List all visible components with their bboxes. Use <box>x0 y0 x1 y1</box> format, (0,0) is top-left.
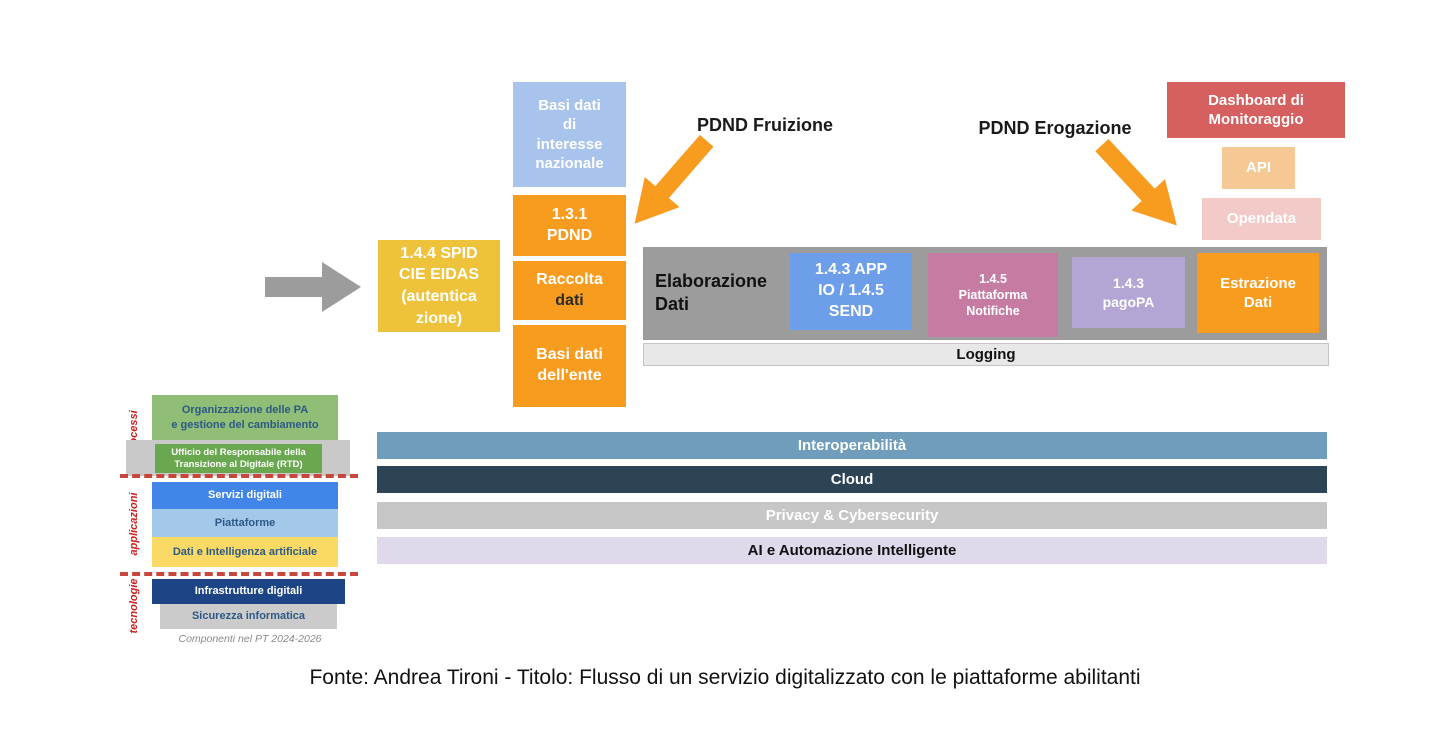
sidebar-item-piattaforme: Piattaforme <box>152 509 338 537</box>
sidebar-caption-componenti: Componenti nel PT 2024-2026 <box>178 633 322 645</box>
flow-entry-arrow-icon <box>265 262 361 312</box>
layer-cloud: Cloud <box>377 466 1327 493</box>
sidebar-group-label-tecnologie: tecnologie <box>128 578 140 634</box>
sidebar-item-dati-intelligenza-artificiale: Dati e Intelligenza artificiale <box>152 537 338 567</box>
box-raccolta-dati: Raccolta dati <box>513 261 626 320</box>
sidebar-item-organizzazione-pa: Organizzazione delle PA e gestione del c… <box>152 395 338 440</box>
sidebar-divider-1 <box>120 474 358 478</box>
box-dashboard-monitoraggio: Dashboard di Monitoraggio <box>1167 82 1345 138</box>
label-pdnd-erogazione: PDND Erogazione <box>978 118 1132 138</box>
label-elaborazione-dati: Elaborazione Dati <box>655 271 768 314</box>
sidebar-item-servizi-digitali: Servizi digitali <box>152 482 338 509</box>
sidebar-item-infrastrutture-digitali: Infrastrutture digitali <box>152 579 345 604</box>
box-app-io-send: 1.4.3 APP IO / 1.4.5 SEND <box>790 253 912 330</box>
raccolta-dati-line2: dati <box>555 291 584 309</box>
pdnd-fruizione-arrow-icon <box>616 126 724 241</box>
layer-interoperabilita: Interoperabilità <box>377 432 1327 459</box>
bar-logging: Logging <box>643 343 1329 366</box>
label-pdnd-fruizione: PDND Fruizione <box>696 115 833 135</box>
sidebar-item-ufficio-rtd: Ufficio del Responsabile della Transizio… <box>155 444 322 473</box>
source-caption: Fonte: Andrea Tironi - Titolo: Flusso di… <box>309 666 1141 689</box>
box-basi-dati-ente: Basi dati dell'ente <box>513 325 626 407</box>
pdnd-erogazione-arrow-icon <box>1085 129 1195 242</box>
layer-privacy-cybersecurity: Privacy & Cybersecurity <box>377 502 1327 529</box>
box-opendata: Opendata <box>1202 198 1321 240</box>
box-piattaforma-notifiche: 1.4.5 Piattaforma Notifiche <box>928 253 1058 337</box>
box-spid-cie-eidas: 1.4.4 SPID CIE EIDAS (autentica zione) <box>378 240 500 332</box>
sidebar-divider-2 <box>120 572 358 576</box>
box-pdnd-131: 1.3.1 PDND <box>513 195 626 256</box>
raccolta-dati-line1: Raccolta <box>536 270 603 288</box>
sidebar-item-sicurezza-informatica: Sicurezza informatica <box>160 604 337 629</box>
layer-ai-automazione: AI e Automazione Intelligente <box>377 537 1327 564</box>
box-api: API <box>1222 147 1295 189</box>
sidebar-group-label-applicazioni: applicazioni <box>128 492 140 556</box>
box-pagopa: 1.4.3 pagoPA <box>1072 257 1185 328</box>
box-estrazione-dati: Estrazione Dati <box>1197 253 1319 333</box>
box-basi-dati-nazionale: Basi dati di interesse nazionale <box>513 82 626 187</box>
